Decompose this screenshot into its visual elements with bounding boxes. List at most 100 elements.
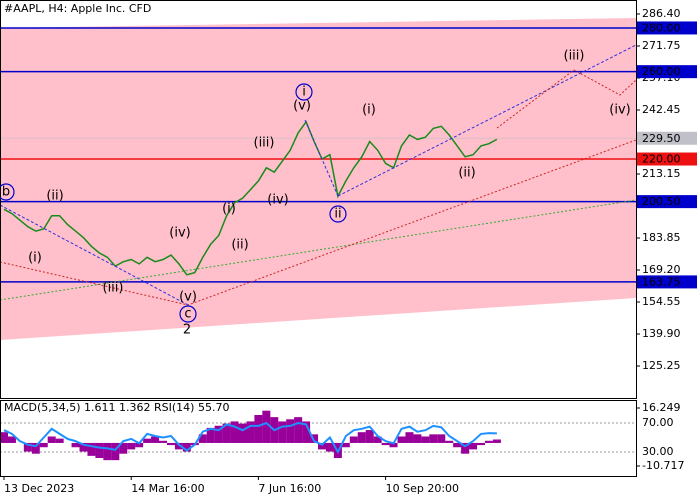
level-label: 200.50 — [642, 195, 681, 208]
wave-label: 2 — [183, 323, 191, 338]
y2-tick-label: 70.00 — [642, 416, 674, 429]
level-box — [637, 152, 697, 166]
macd-bar — [365, 430, 374, 443]
trend-line — [304, 119, 339, 197]
macd-bar — [397, 436, 406, 443]
macd-bar — [349, 436, 358, 443]
macd-bar — [405, 432, 414, 443]
y2-tick-label: 30.00 — [642, 445, 674, 458]
trend-line — [0, 139, 637, 306]
wave-label: (iv) — [169, 226, 190, 241]
level-label: 229.50 — [642, 132, 681, 145]
wave-label: (ii) — [231, 238, 248, 253]
macd-bar — [389, 442, 398, 448]
macd-bar — [278, 421, 287, 443]
main-frame — [0, 0, 637, 399]
y-tick-label: 286.40 — [642, 7, 681, 20]
macd-bar — [127, 442, 136, 450]
trend-line — [337, 44, 637, 197]
wave-circle — [179, 305, 197, 323]
y-tick-label: 242.45 — [642, 103, 681, 116]
macd-bar — [445, 440, 454, 443]
macd-bar — [461, 442, 470, 454]
wave-label: c — [184, 307, 191, 322]
x-tick-label: 13 Dec 2023 — [4, 482, 74, 495]
price-line — [3, 120, 498, 276]
macd-bar — [222, 423, 231, 443]
price-channel — [0, 18, 636, 340]
macd-bar — [413, 434, 422, 443]
wave-label: (i) — [28, 251, 42, 266]
y-tick-label: -10.717 — [642, 459, 684, 472]
y-tick-label: 183.85 — [642, 231, 681, 244]
macd-bar — [262, 410, 271, 443]
wave-label: (i) — [362, 103, 376, 118]
indicator-panel — [0, 410, 636, 461]
macd-bar — [246, 421, 255, 443]
macd-bar — [238, 423, 247, 443]
wave-label: ii — [334, 207, 341, 222]
y-tick-label: 169.20 — [642, 263, 681, 276]
wave-label: i — [302, 85, 306, 100]
macd-bar — [71, 442, 80, 448]
macd-bar — [143, 438, 152, 443]
macd-bar — [151, 436, 160, 443]
macd-bar — [111, 442, 120, 461]
macd-bar — [421, 436, 430, 443]
macd-bar — [492, 439, 501, 443]
x-tick-label: 10 Sep 20:00 — [386, 482, 459, 495]
macd-bar — [484, 440, 493, 443]
macd-bar — [23, 442, 32, 452]
wave-label: (ii) — [46, 189, 63, 204]
y-tick-label: 125.25 — [642, 359, 681, 372]
macd-bar — [341, 442, 350, 448]
level-label: 220.00 — [642, 153, 681, 166]
macd-bar — [286, 419, 295, 443]
macd-bar — [55, 438, 64, 443]
indicator-frame — [0, 400, 637, 477]
macd-bar — [79, 442, 88, 452]
y-tick-label: 213.15 — [642, 167, 681, 180]
level-box — [637, 195, 697, 209]
trend-lines — [0, 44, 637, 306]
macd-bar — [31, 442, 40, 454]
macd-bar — [119, 442, 128, 454]
macd-bar — [206, 427, 215, 443]
level-box — [637, 21, 697, 35]
macd-bar — [302, 421, 311, 443]
rsi-line — [3, 421, 497, 455]
macd-bar — [230, 421, 239, 443]
y-tick-label: 154.55 — [642, 295, 681, 308]
macd-bar — [0, 432, 8, 443]
trend-line — [0, 199, 637, 301]
wave-label: (v) — [293, 99, 311, 114]
macd-bar — [469, 442, 478, 450]
macd-bar — [166, 442, 175, 446]
macd-bar — [373, 436, 382, 443]
macd-bar — [357, 432, 366, 443]
y-tick-label: 271.75 — [642, 39, 681, 52]
y-tick-label: 16.249 — [642, 401, 681, 414]
wave-label: (iv) — [267, 193, 288, 208]
level-box — [637, 65, 697, 79]
level-label: 163.75 — [642, 275, 681, 288]
macd-bar — [437, 434, 446, 443]
wave-label: (ii) — [458, 166, 475, 181]
macd-bar — [198, 434, 207, 443]
trend-line — [0, 204, 189, 306]
wave-label: (iii) — [254, 136, 275, 151]
wave-label: (iii) — [103, 281, 124, 296]
wave-label: (iv) — [609, 103, 630, 118]
level-box — [637, 131, 697, 145]
macd-bar — [87, 442, 96, 456]
macd-bar — [174, 442, 183, 450]
level-label: 260.00 — [642, 65, 681, 78]
macd-bar — [182, 442, 191, 452]
wave-label: (v) — [179, 290, 197, 305]
macd-bar — [214, 425, 223, 443]
macd-bar — [318, 442, 326, 450]
macd-bar — [135, 442, 144, 448]
macd-bar — [7, 436, 16, 443]
wave-circle — [295, 83, 313, 101]
